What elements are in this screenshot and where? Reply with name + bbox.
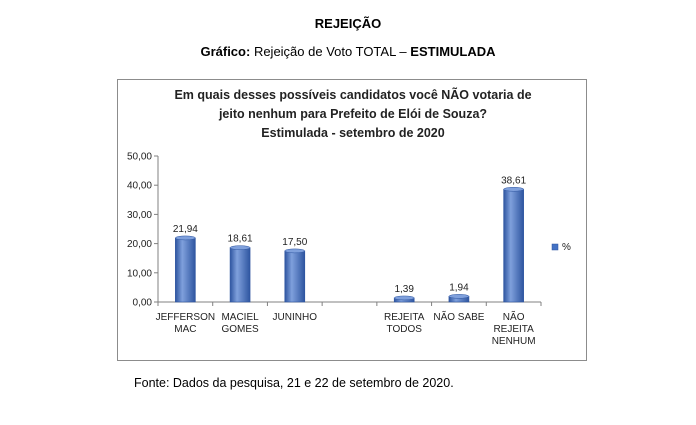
x-category-label: NÃO (503, 310, 525, 323)
chart-title-line: jeito nenhum para Prefeito de Elói de So… (218, 107, 487, 121)
bar (503, 188, 524, 303)
bar-top (284, 248, 306, 254)
rejection-bar-chart: Em quais desses possíveis candidatos voc… (127, 87, 571, 347)
chart-caption: Gráfico: Rejeição de Voto TOTAL – ESTIMU… (0, 44, 696, 59)
x-category-label: NENHUM (492, 336, 536, 347)
report-heading: REJEIÇÃO (314, 16, 382, 31)
bar-value-label: 21,94 (173, 224, 198, 235)
x-category-label: REJEITA (384, 312, 425, 323)
bar-value-label: 38,61 (501, 175, 526, 186)
bar-top (448, 294, 470, 299)
x-category-label: NÃO SABE (433, 310, 484, 323)
y-tick-label: 30,00 (127, 210, 152, 221)
chart-title-line: Em quais desses possíveis candidatos voc… (174, 87, 531, 102)
bar-top (393, 295, 415, 301)
bar-top (175, 235, 196, 241)
legend-swatch (551, 243, 559, 251)
x-category-label: REJEITA (493, 324, 534, 335)
x-category-label: GOMES (221, 324, 259, 335)
y-tick-label: 40,00 (127, 181, 152, 192)
bar-value-label: 1,39 (394, 284, 414, 295)
bar-top (229, 245, 251, 250)
bar-value-label: 17,50 (282, 237, 307, 248)
caption-bold: ESTIMULADA (410, 44, 496, 59)
chart-frame: Em quais desses possíveis candidatos voc… (117, 79, 587, 361)
legend-label: % (562, 242, 571, 253)
bar (175, 237, 196, 303)
x-category-label: MAC (174, 324, 196, 335)
chart-title-line: Estimulada - setembro de 2020 (261, 126, 444, 140)
bar-value-label: 18,61 (228, 234, 253, 245)
caption-text: Rejeição de Voto TOTAL – (253, 44, 407, 59)
source-note: Fonte: Dados da pesquisa, 21 e 22 de set… (134, 376, 454, 390)
x-category-label: JEFFERSON (156, 312, 215, 323)
x-category-label: TODOS (387, 324, 423, 335)
x-category-label: MACIEL (221, 312, 259, 323)
y-tick-label: 10,00 (127, 268, 152, 279)
y-tick-label: 20,00 (127, 239, 152, 250)
y-tick-label: 50,00 (127, 152, 152, 163)
y-tick-label: 0,00 (133, 298, 153, 309)
bar (284, 250, 306, 303)
bar-value-label: 1,94 (449, 282, 469, 293)
bar-top (503, 187, 524, 192)
caption-prefix: Gráfico: (200, 44, 251, 59)
bar (229, 247, 251, 303)
x-category-label: JUNINHO (273, 312, 318, 323)
